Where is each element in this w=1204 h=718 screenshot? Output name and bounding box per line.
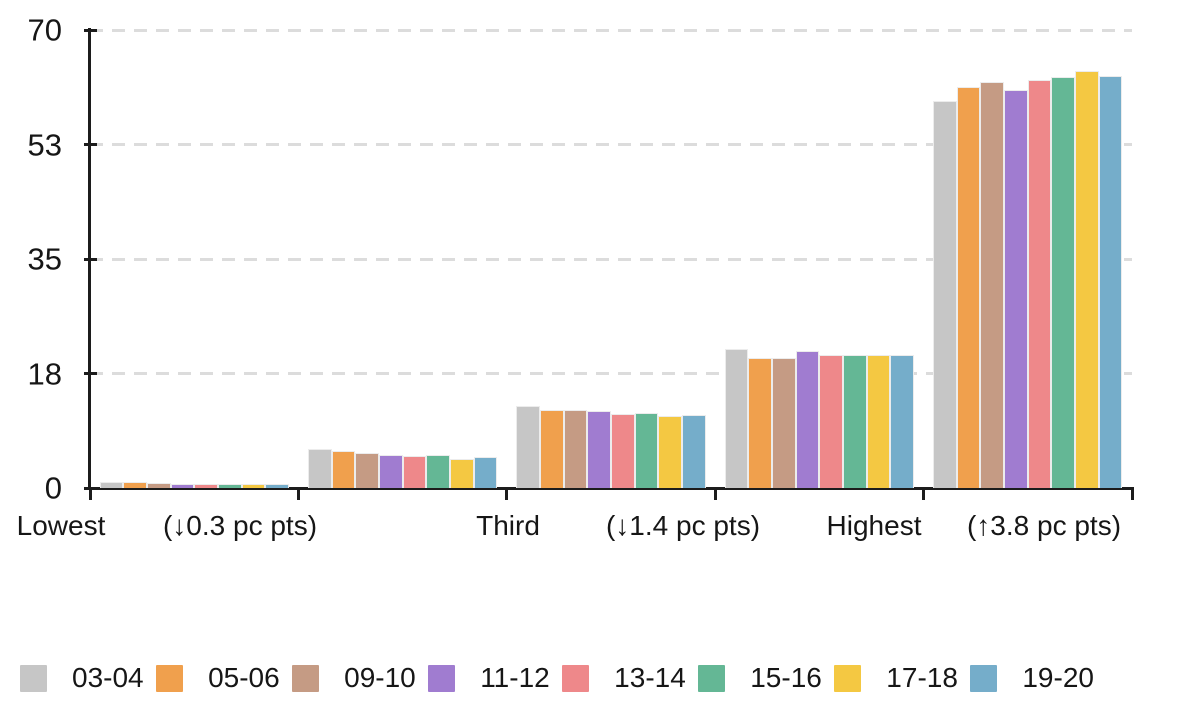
bar-group-Lowest <box>99 30 289 488</box>
x-axis-tick-5 <box>1130 487 1134 500</box>
legend-label-13-14: 13-14 <box>614 662 686 693</box>
y-axis-label-53: 53 <box>27 127 62 162</box>
gridline-53 <box>90 143 1132 146</box>
legend-swatch-03-04 <box>20 664 47 692</box>
legend-item-03-04: 03-04 <box>20 664 144 692</box>
bar-11-12-Highest <box>1004 89 1028 488</box>
bar-group-group2 <box>307 30 498 488</box>
bar-15-16-Third <box>634 413 659 488</box>
legend-item-09-10: 09-10 <box>292 664 416 692</box>
bar-03-04-group2 <box>307 448 332 488</box>
bar-group-Third <box>516 30 706 488</box>
bar-15-16-Highest <box>1051 77 1076 488</box>
x-axis-tick-2 <box>505 487 509 500</box>
x-axis-label-4: (↓1.4 pc pts) <box>605 510 761 541</box>
bar-13-14-Lowest <box>194 484 218 488</box>
bar-05-06-Third <box>539 409 564 488</box>
legend-label-03-04: 03-04 <box>72 662 144 693</box>
bar-03-04-Third <box>516 405 540 488</box>
bar-11-12-group2 <box>378 455 403 488</box>
bar-19-20-Lowest <box>265 484 289 488</box>
bar-03-04-Lowest <box>99 482 124 488</box>
x-axis-label-6: (↑3.8 pc pts) <box>966 510 1122 541</box>
x-axis-label-2: (↓0.3 pc pts) <box>162 510 318 541</box>
bar-17-18-group4 <box>866 354 891 488</box>
y-axis-label-0: 0 <box>44 470 62 506</box>
bar-17-18-Highest <box>1075 71 1099 488</box>
bar-13-14-group4 <box>819 355 844 488</box>
gridline-18 <box>90 372 1132 375</box>
legend-item-13-14: 13-14 <box>562 664 686 692</box>
bar-09-10-group4 <box>772 357 796 488</box>
y-axis-tick-53 <box>84 143 97 146</box>
legend-label-11-12: 11-12 <box>480 662 550 693</box>
bar-11-12-Lowest <box>170 483 195 488</box>
bar-05-06-Lowest <box>123 482 147 488</box>
x-axis-tick-4 <box>922 487 926 500</box>
bar-05-06-Highest <box>956 86 981 488</box>
bar-13-14-Third <box>610 414 635 488</box>
legend-swatch-09-10 <box>292 664 320 692</box>
legend-swatch-11-12 <box>428 664 456 692</box>
x-axis-tick-3 <box>713 487 717 500</box>
x-axis-tick-1 <box>296 487 300 500</box>
legend-swatch-13-14 <box>562 664 590 692</box>
bar-09-10-Third <box>563 410 588 488</box>
legend-swatch-15-16 <box>698 664 726 692</box>
y-axis-tick-35 <box>84 257 97 261</box>
bar-09-10-Highest <box>980 81 1005 488</box>
y-axis-label-70: 70 <box>27 12 62 48</box>
bar-15-16-group4 <box>843 354 867 488</box>
bar-19-20-Third <box>682 414 706 488</box>
bar-19-20-Highest <box>1098 75 1123 488</box>
legend-item-11-12: 11-12 <box>428 664 550 692</box>
bar-15-16-group2 <box>426 455 450 488</box>
x-axis-label-5: Highest <box>826 510 922 541</box>
bar-group-group4 <box>724 30 915 488</box>
legend-label-15-16: 15-16 <box>750 662 822 693</box>
x-axis-tick-0 <box>88 487 92 500</box>
bar-17-18-group2 <box>449 458 474 488</box>
legend-item-15-16: 15-16 <box>698 664 822 692</box>
bar-11-12-Third <box>587 410 611 488</box>
legend-label-19-20: 19-20 <box>1022 662 1094 693</box>
gridline-35 <box>90 257 1132 261</box>
legend-item-19-20: 19-20 <box>970 664 1094 692</box>
legend-swatch-05-06 <box>156 664 184 692</box>
legend-swatch-19-20 <box>970 664 998 692</box>
x-axis-label-1: Lowest <box>16 510 106 541</box>
y-axis-tick-70 <box>84 28 97 32</box>
bar-05-06-group4 <box>748 357 773 488</box>
bar-15-16-Lowest <box>217 484 242 488</box>
bar-05-06-group2 <box>331 451 356 488</box>
bar-03-04-group4 <box>724 348 749 488</box>
legend-label-09-10: 09-10 <box>344 662 416 693</box>
y-axis-tick-18 <box>84 372 97 375</box>
bar-19-20-group2 <box>473 457 498 488</box>
legend-swatch-17-18 <box>834 664 862 692</box>
bar-03-04-Highest <box>933 100 957 488</box>
bar-09-10-Lowest <box>146 483 171 488</box>
bar-17-18-Third <box>658 416 682 488</box>
legend-item-17-18: 17-18 <box>834 664 958 692</box>
legend: 03-04 05-06 09-10 11-12 13-14 15-16 17-18 19-20 <box>20 661 1094 695</box>
x-axis-label-3: Third <box>476 510 540 541</box>
bar-13-14-group2 <box>402 455 427 488</box>
bar-17-18-Lowest <box>241 484 266 488</box>
bar-09-10-group2 <box>355 452 379 488</box>
bar-group-Highest <box>933 30 1123 488</box>
gridline-70 <box>90 28 1132 32</box>
bar-13-14-Highest <box>1027 79 1052 488</box>
y-axis-label-35: 35 <box>27 241 62 277</box>
y-axis-label-18: 18 <box>27 356 62 391</box>
bar-11-12-group4 <box>795 351 820 488</box>
x-axis-line <box>84 487 1134 490</box>
legend-label-17-18: 17-18 <box>886 662 958 693</box>
legend-item-05-06: 05-06 <box>156 664 280 692</box>
legend-label-05-06: 05-06 <box>208 662 280 693</box>
bar-19-20-group4 <box>890 355 915 488</box>
